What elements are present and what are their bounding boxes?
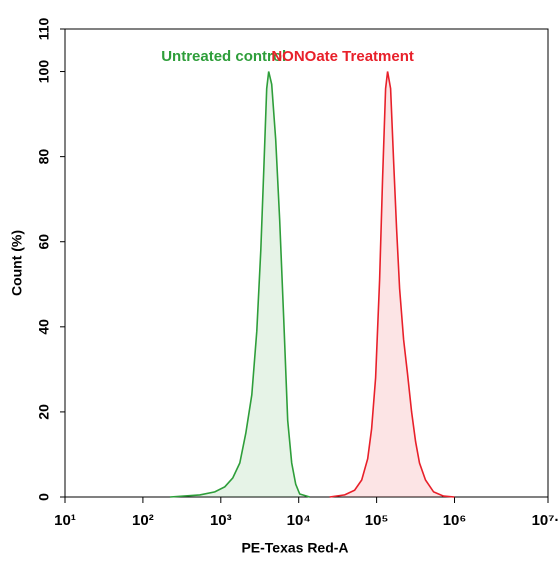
x-axis-label: PE-Texas Red-A [241,540,348,556]
series-label: Untreated control [161,48,286,65]
y-tick-label: 110 [36,17,52,40]
area-fill [329,71,455,497]
x-tick-label: 10⁶ [443,512,467,529]
y-axis-label: Count (%) [9,230,25,296]
series-line [169,71,310,498]
area-fill [169,71,310,497]
x-tick-label: 10¹ [54,512,76,529]
series-line [329,71,455,498]
x-tick-label: 10⁵ [365,512,389,529]
y-tick-label: 0 [36,493,52,501]
x-tick-label: 10² [132,512,154,529]
y-tick-label: 20 [36,404,52,420]
x-tick-label: 10³ [210,512,232,529]
plot-frame [64,28,549,498]
y-tick-label: 40 [36,319,52,335]
x-tick-label: 10⁴ [287,512,311,529]
y-tick-label: 60 [36,234,52,250]
x-tick-label: 10⁷·² [532,512,559,529]
y-tick-label: 80 [36,149,52,165]
series-label: NONOate Treatment [271,48,414,65]
y-tick-label: 100 [36,60,52,84]
